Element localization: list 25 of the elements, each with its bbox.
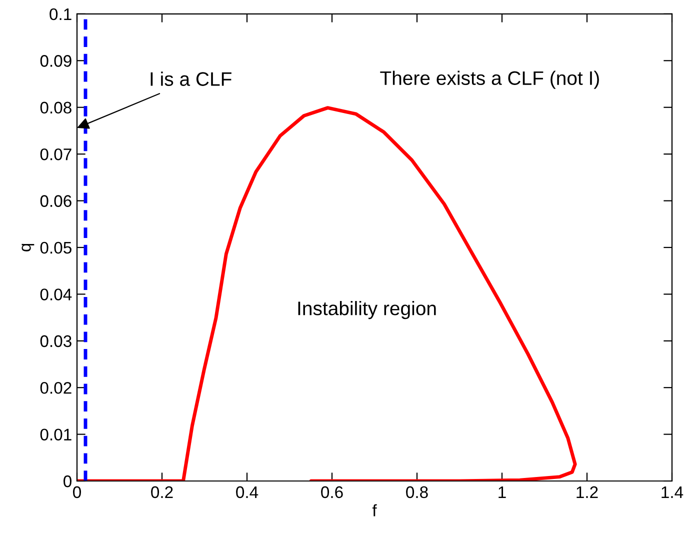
y-axis-title: q (22, 244, 34, 252)
y-tick-label: 0 (64, 475, 72, 488)
x-tick-label: 1 (498, 486, 506, 498)
y-tick-label: 0.08 (40, 102, 72, 114)
x-tick-label: 0 (73, 486, 81, 498)
x-tick-label: 0.8 (406, 486, 428, 498)
y-tick-label: 0.06 (40, 195, 72, 207)
y-tick-label: 0.09 (40, 55, 72, 67)
y-tick-label: 0.03 (40, 335, 72, 348)
x-tick-label: 1.4 (662, 486, 684, 498)
y-tick-label: 0.01 (40, 428, 72, 441)
x-tick-label: 1.2 (576, 486, 598, 498)
annotation: There exists a CLF (not I) (380, 70, 599, 89)
annotation: Instability region (298, 300, 436, 320)
line-series (77, 106, 577, 482)
y-tick-label: 0.02 (40, 382, 72, 394)
x-tick-label: 0.6 (321, 486, 343, 498)
x-tick-label: 0.4 (236, 486, 258, 498)
y-tick-label: 0.04 (40, 288, 72, 300)
y-tick-label: 0.07 (40, 148, 72, 160)
x-tick-label: 0.2 (151, 486, 173, 498)
y-tick-label: 0.05 (40, 242, 72, 254)
x-axis-title: f (372, 504, 377, 516)
y-tick-label: 0.1 (50, 8, 72, 20)
annotation: I is a CLF (150, 72, 232, 86)
